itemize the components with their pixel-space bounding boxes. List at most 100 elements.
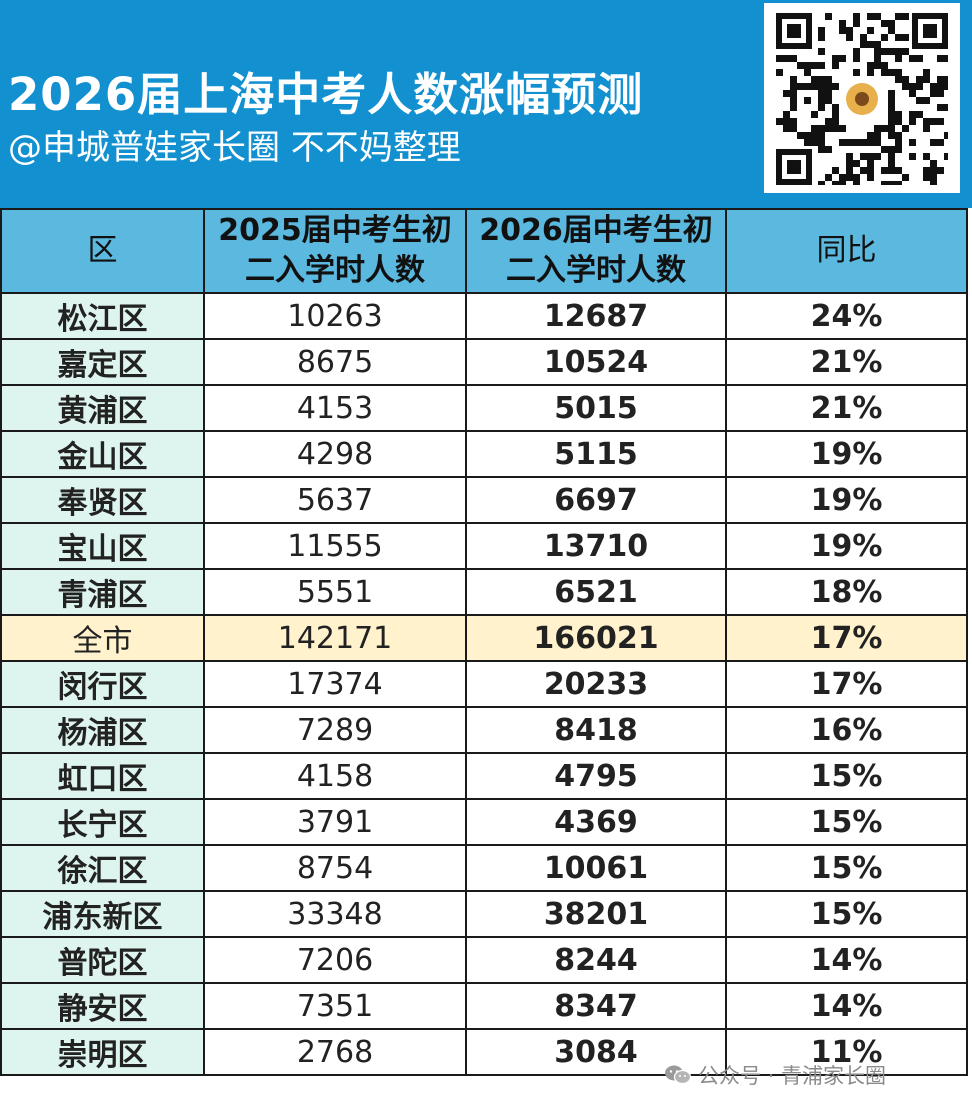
qr-code-graphic [776,13,948,185]
table-row: 闵行区 17374 20233 17% [0,660,968,708]
value-2025-cell: 7289 [203,706,467,754]
table-row: 松江区 10263 12687 24% [0,292,968,340]
yoy-cell: 16% [725,706,968,754]
district-cell: 普陀区 [0,936,205,984]
table-row: 奉贤区 5637 6697 19% [0,476,968,524]
table-row: 徐汇区 8754 10061 15% [0,844,968,892]
value-2026-cell: 6697 [465,476,727,524]
yoy-cell: 14% [725,982,968,1030]
value-2025-cell: 33348 [203,890,467,938]
col-header-2025-line2: 二入学时人数 [245,253,425,288]
yoy-cell: 14% [725,936,968,984]
district-cell: 浦东新区 [0,890,205,938]
value-2025-cell: 5637 [203,476,467,524]
value-2025-cell: 4298 [203,430,467,478]
yoy-cell: 19% [725,430,968,478]
value-2026-cell: 8418 [465,706,727,754]
table-row: 浦东新区 33348 38201 15% [0,890,968,938]
value-2025-cell: 4158 [203,752,467,800]
value-2025-cell: 3791 [203,798,467,846]
table-row: 金山区 4298 5115 19% [0,430,968,478]
table-row: 长宁区 3791 4369 15% [0,798,968,846]
col-header-2025: 2025届中考生初 二入学时人数 [203,208,467,294]
value-2026-cell: 4369 [465,798,727,846]
district-cell: 青浦区 [0,568,205,616]
value-2026-cell: 166021 [465,614,727,662]
yoy-cell: 15% [725,798,968,846]
value-2025-cell: 4153 [203,384,467,432]
yoy-cell: 17% [725,614,968,662]
value-2025-cell: 7206 [203,936,467,984]
table-row: 虹口区 4158 4795 15% [0,752,968,800]
yoy-cell: 15% [725,890,968,938]
yoy-cell: 21% [725,384,968,432]
district-cell: 长宁区 [0,798,205,846]
district-cell: 全市 [0,614,205,662]
value-2026-cell: 12687 [465,292,727,340]
value-2026-cell: 13710 [465,522,727,570]
table-row: 崇明区 2768 3084 11% [0,1028,968,1076]
value-2025-cell: 7351 [203,982,467,1030]
district-cell: 松江区 [0,292,205,340]
value-2026-cell: 20233 [465,660,727,708]
table-row: 青浦区 5551 6521 18% [0,568,968,616]
yoy-cell: 19% [725,522,968,570]
value-2025-cell: 11555 [203,522,467,570]
enrollment-table: 区 2025届中考生初 二入学时人数 2026届中考生初 二入学时人数 同比 松… [0,208,968,1076]
value-2025-cell: 2768 [203,1028,467,1076]
district-cell: 虹口区 [0,752,205,800]
district-cell: 徐汇区 [0,844,205,892]
value-2026-cell: 8347 [465,982,727,1030]
value-2026-cell: 5015 [465,384,727,432]
col-header-2026-line1: 2026届中考生初 [479,213,713,248]
value-2026-cell: 10524 [465,338,727,386]
value-2026-cell: 8244 [465,936,727,984]
value-2026-cell: 3084 [465,1028,727,1076]
district-cell: 闵行区 [0,660,205,708]
district-cell: 宝山区 [0,522,205,570]
yoy-cell: 15% [725,844,968,892]
table-row: 杨浦区 7289 8418 16% [0,706,968,754]
district-cell: 静安区 [0,982,205,1030]
yoy-cell: 17% [725,660,968,708]
table-row: 静安区 7351 8347 14% [0,982,968,1030]
watermark: 公众号 · 青浦家长圈 [664,1060,886,1091]
yoy-cell: 11% [725,1028,968,1076]
yoy-cell: 21% [725,338,968,386]
value-2025-cell: 142171 [203,614,467,662]
table-row: 宝山区 11555 13710 19% [0,522,968,570]
header-banner: 2026届上海中考人数涨幅预测 @申城普娃家长圈 不不妈整理 [0,0,972,208]
page-title: 2026届上海中考人数涨幅预测 [8,68,644,121]
col-header-yoy: 同比 [725,208,968,294]
yoy-cell: 18% [725,568,968,616]
value-2026-cell: 5115 [465,430,727,478]
value-2025-cell: 17374 [203,660,467,708]
district-cell: 金山区 [0,430,205,478]
value-2026-cell: 10061 [465,844,727,892]
yoy-cell: 15% [725,752,968,800]
table-row: 嘉定区 8675 10524 21% [0,338,968,386]
col-header-2026-line2: 二入学时人数 [506,253,686,288]
wechat-icon [664,1064,692,1091]
col-header-2025-line1: 2025届中考生初 [218,213,452,248]
watermark-text: 公众号 · 青浦家长圈 [698,1064,887,1088]
district-cell: 杨浦区 [0,706,205,754]
col-header-district: 区 [0,208,205,294]
district-cell: 奉贤区 [0,476,205,524]
qr-code-icon[interactable] [764,3,960,193]
yoy-cell: 24% [725,292,968,340]
table-header-row: 区 2025届中考生初 二入学时人数 2026届中考生初 二入学时人数 同比 [0,208,968,294]
value-2025-cell: 10263 [203,292,467,340]
value-2026-cell: 38201 [465,890,727,938]
table-row: 黄浦区 4153 5015 21% [0,384,968,432]
district-cell: 崇明区 [0,1028,205,1076]
table-row-total: 全市 142171 166021 17% [0,614,968,662]
value-2026-cell: 6521 [465,568,727,616]
value-2026-cell: 4795 [465,752,727,800]
value-2025-cell: 5551 [203,568,467,616]
district-cell: 嘉定区 [0,338,205,386]
value-2025-cell: 8675 [203,338,467,386]
col-header-2026: 2026届中考生初 二入学时人数 [465,208,727,294]
page-subtitle: @申城普娃家长圈 不不妈整理 [8,128,461,168]
yoy-cell: 19% [725,476,968,524]
